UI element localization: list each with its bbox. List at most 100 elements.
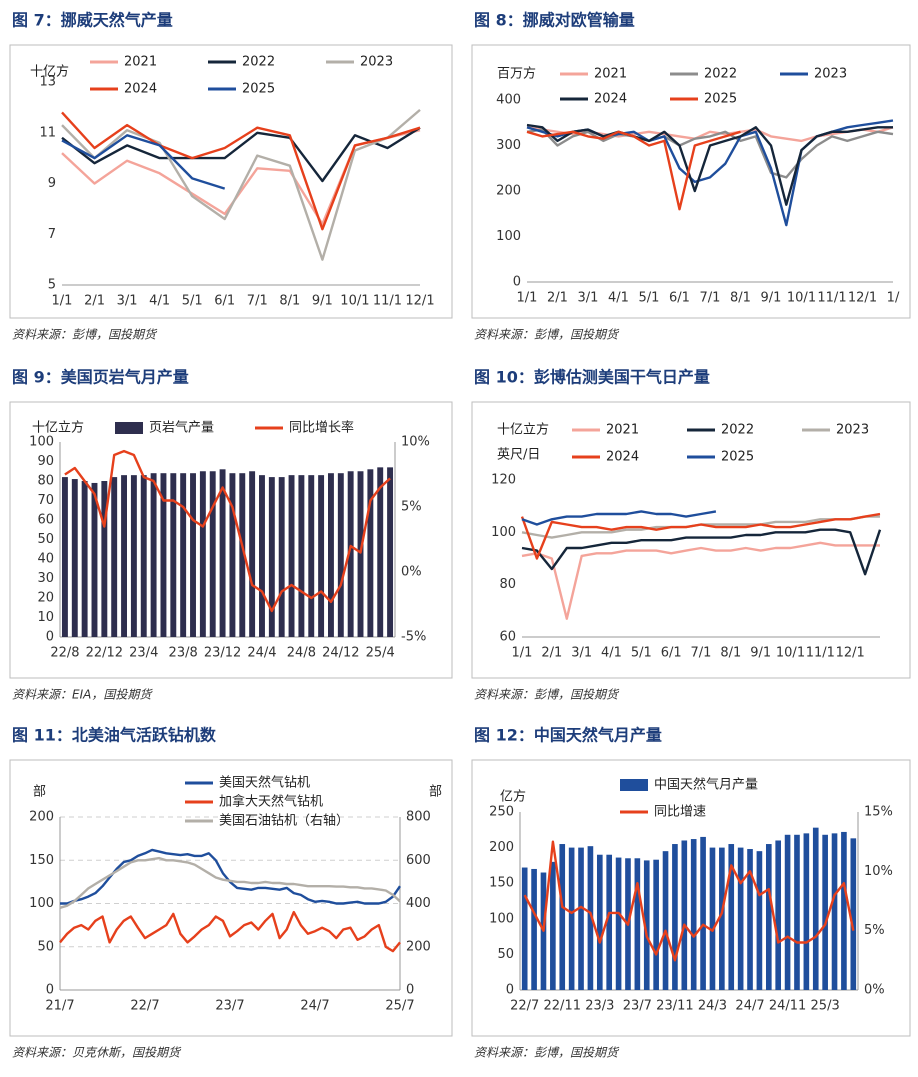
legend-label: 2025 <box>242 82 275 97</box>
y-tick-label: 150 <box>29 853 54 868</box>
y-tick-label: 90 <box>37 454 54 469</box>
legend-label: 中国天然气月产量 <box>654 777 758 793</box>
bar <box>387 467 394 637</box>
line-series <box>526 130 741 211</box>
y-tick-label: 200 <box>496 184 521 199</box>
bar <box>259 475 265 637</box>
chart-title: 图 8：挪威对欧管输量 <box>474 11 635 30</box>
bar <box>662 851 669 990</box>
bar <box>229 473 236 637</box>
y-axis-label: 百万方 <box>497 66 536 82</box>
source-note: 资料来源：彭博，国投期货 <box>474 328 620 342</box>
y2-tick-label: 10% <box>401 435 430 450</box>
y2-tick-label: 5% <box>864 923 885 938</box>
bar <box>728 844 735 990</box>
source-note: 资料来源：彭博，国投期货 <box>474 688 620 702</box>
y-tick-label: 20 <box>37 591 54 606</box>
x-tick-label: 24/11 <box>769 999 806 1014</box>
bar <box>606 854 613 990</box>
x-tick-label: 6/1 <box>214 294 235 309</box>
y-tick-label: 60 <box>499 630 516 645</box>
line-series <box>61 134 226 190</box>
x-tick-label: 10/1 <box>787 291 816 306</box>
legend-label: 2021 <box>124 55 157 70</box>
x-tick-label: 2/1 <box>547 291 568 306</box>
bar <box>357 471 364 637</box>
x-tick-label: 3/1 <box>578 291 599 306</box>
y-tick-label: 200 <box>489 840 514 855</box>
legend-label: 2024 <box>594 92 627 107</box>
y-tick-label: 100 <box>29 896 54 911</box>
chart-frame <box>9 401 453 679</box>
bar <box>690 839 697 990</box>
y-tick-label: 120 <box>491 473 516 488</box>
chart-frame <box>9 759 453 1037</box>
y-tick-label: 400 <box>496 93 521 108</box>
bar <box>559 844 566 990</box>
x-tick-label: 11/1 <box>817 291 846 306</box>
x-tick-label: 3/1 <box>571 646 592 661</box>
bar <box>681 840 688 990</box>
bar <box>700 836 706 990</box>
line-series <box>61 126 421 183</box>
legend-label: 2025 <box>704 92 737 107</box>
x-tick-label: 22/7 <box>510 999 539 1014</box>
x-tick-label: 23/7 <box>623 999 652 1014</box>
bar <box>765 844 772 990</box>
chart-title: 图 7：挪威天然气产量 <box>12 11 173 30</box>
bar <box>596 854 603 990</box>
bar <box>578 847 584 990</box>
bar <box>794 834 800 990</box>
y2-tick-label: 800 <box>406 810 431 825</box>
y2-tick-label: 15% <box>864 805 893 820</box>
bar <box>643 860 650 990</box>
bar <box>170 473 177 637</box>
y-tick-label: 5 <box>48 278 56 293</box>
bar <box>308 475 315 637</box>
legend-swatch <box>115 422 143 434</box>
x-tick-label: 9/1 <box>750 646 771 661</box>
y2-tick-label: 400 <box>406 896 431 911</box>
y2-tick-label: 600 <box>406 853 431 868</box>
legend-label: 2022 <box>721 423 754 438</box>
y2-tick-label: 0 <box>406 983 414 998</box>
chart-frame <box>9 44 453 319</box>
bar <box>268 477 275 637</box>
bar <box>130 475 137 637</box>
source-note: 资料来源：彭博，国投期货 <box>474 1046 620 1060</box>
chart-title: 图 12：中国天然气月产量 <box>474 726 662 745</box>
bar <box>328 473 334 637</box>
bar <box>634 858 641 990</box>
bar <box>347 471 354 637</box>
y-tick-label: 150 <box>489 876 514 891</box>
legend-label: 2021 <box>594 67 627 82</box>
bar <box>298 475 305 637</box>
bar <box>61 477 68 637</box>
source-note: 资料来源：彭博，国投期货 <box>12 328 158 342</box>
bar <box>653 859 659 990</box>
bar <box>812 827 819 990</box>
chart-frame <box>471 44 911 319</box>
bar <box>288 475 295 637</box>
x-tick-label: 6/1 <box>669 291 690 306</box>
x-tick-label: 8/1 <box>720 646 741 661</box>
y2-tick-label: 0% <box>864 983 885 998</box>
x-tick-label: 21/7 <box>45 999 74 1014</box>
y-tick-label: 250 <box>489 805 514 820</box>
x-tick-label: 5/1 <box>639 291 660 306</box>
y-tick-label: 300 <box>496 138 521 153</box>
y-tick-label: 0 <box>506 983 514 998</box>
x-tick-label: 7/1 <box>691 646 712 661</box>
bar <box>841 831 847 990</box>
x-tick-label: 1/1 <box>517 291 538 306</box>
y-axis-label: 英尺/日 <box>497 448 540 463</box>
legend-label: 2022 <box>704 67 737 82</box>
y-axis-label: 十亿立方 <box>497 422 549 438</box>
y-tick-label: 200 <box>29 810 54 825</box>
x-tick-label: 24/4 <box>247 646 276 661</box>
legend-label: 美国天然气钻机 <box>219 775 310 791</box>
bar <box>367 469 374 637</box>
x-tick-label: 9/1 <box>761 291 782 306</box>
x-tick-label: 5/1 <box>631 646 652 661</box>
line-series <box>526 128 894 179</box>
